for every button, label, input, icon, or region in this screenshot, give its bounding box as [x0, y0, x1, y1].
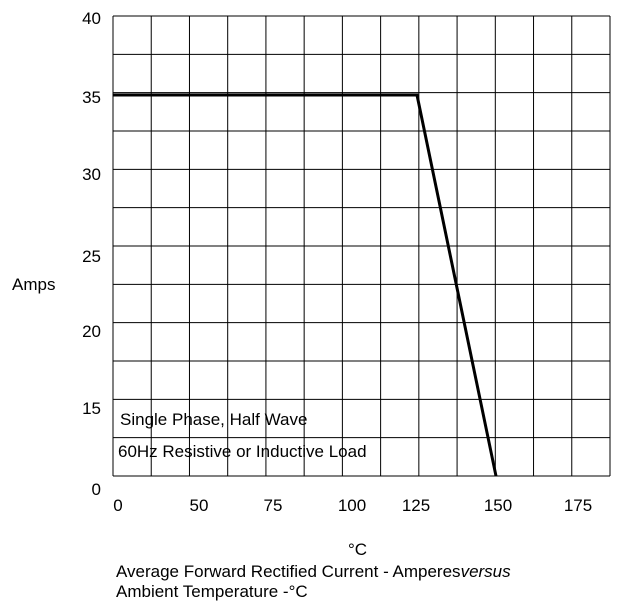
- caption-line-1-text: Average Forward Rectified Current - Ampe…: [116, 562, 461, 581]
- annotation-line-1: Single Phase, Half Wave: [120, 410, 307, 429]
- x-tick-label: 0: [113, 496, 122, 515]
- annotation-line-2: 60Hz Resistive or Inductive Load: [118, 442, 367, 461]
- caption-versus: versus: [460, 562, 511, 581]
- y-tick-label: 0: [92, 480, 101, 499]
- annotation-box: Single Phase, Half Wave 60Hz Resistive o…: [118, 410, 367, 461]
- x-tick-label: 175: [564, 496, 592, 515]
- y-tick-label: 35: [82, 88, 101, 107]
- x-tick-label: 50: [190, 496, 209, 515]
- x-tick-label: 150: [484, 496, 512, 515]
- y-tick-label: 15: [82, 399, 101, 418]
- series-line-0: [113, 93, 498, 477]
- x-tick-label: 125: [402, 496, 430, 515]
- x-tick-label: 100: [338, 496, 366, 515]
- chart-grid: [112, 15, 611, 477]
- y-tick-label: 25: [82, 247, 101, 266]
- y-tick-label: 40: [82, 9, 101, 28]
- caption-line-2: Ambient Temperature -°C: [116, 582, 308, 601]
- series-layer: [113, 93, 498, 477]
- x-tick-label: 75: [264, 496, 283, 515]
- y-tick-label: 20: [82, 322, 101, 341]
- x-axis-label: °C: [348, 540, 368, 559]
- caption-line-1: Average Forward Rectified Current - Ampe…: [116, 562, 511, 582]
- y-axis-label: Amps: [12, 275, 55, 294]
- y-tick-label: 30: [82, 165, 101, 184]
- x-tick-labels: 0 50 75 100 125 150 175: [113, 496, 592, 515]
- y-tick-labels: 40 35 30 25 20 15 0: [82, 9, 101, 499]
